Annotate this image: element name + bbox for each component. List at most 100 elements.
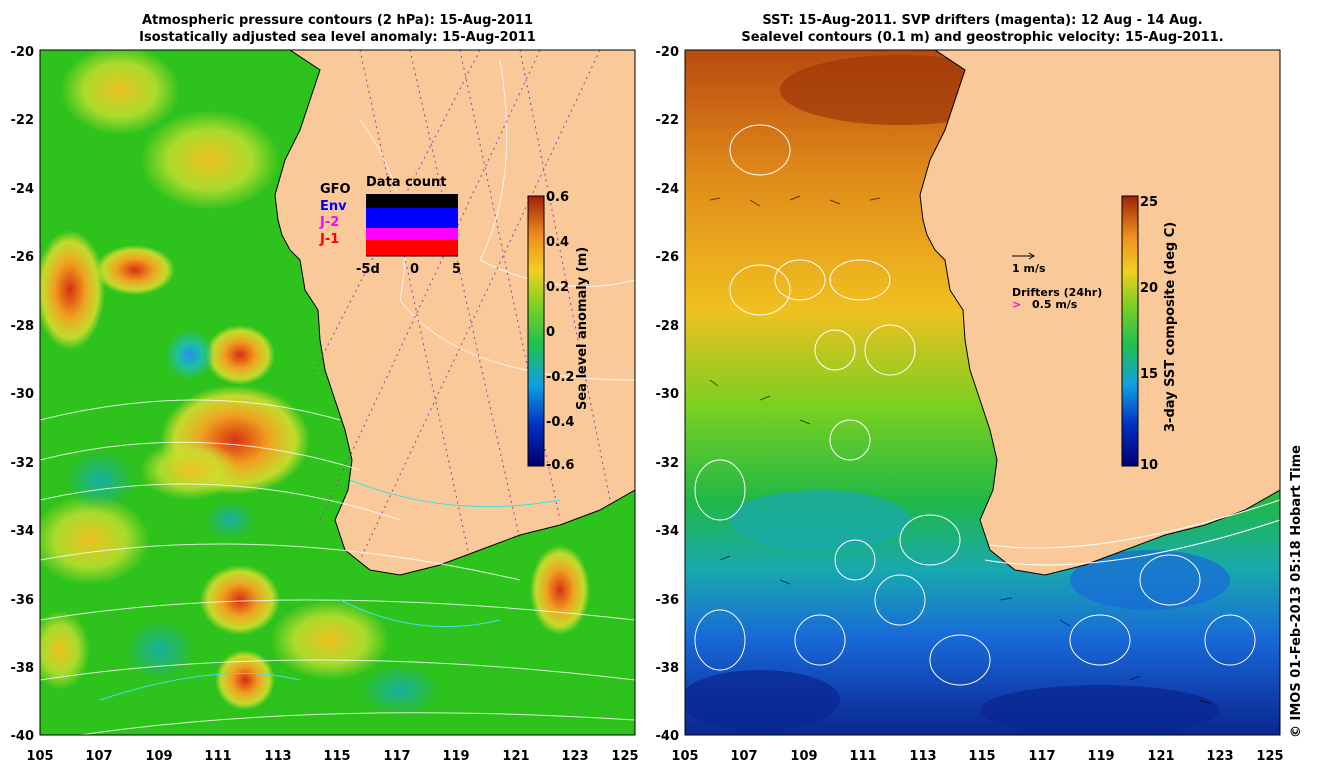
- right-title: SST: 15-Aug-2011. SVP drifters (magenta)…: [685, 12, 1280, 46]
- right-y-tick: -30: [656, 387, 680, 402]
- left-y-tick: -22: [11, 113, 35, 128]
- left-x-tick: 105: [26, 749, 53, 764]
- left-y-tick: -28: [11, 319, 35, 334]
- drifters-label: Drifters (24hr): [1012, 286, 1102, 299]
- left-y-axis: -20 -22 -24 -26 -28 -30 -32 -34 -36 -38 …: [11, 45, 35, 744]
- left-map: [40, 50, 635, 735]
- right-map-frame: [684, 49, 1281, 736]
- right-x-tick: 123: [1206, 749, 1233, 764]
- left-y-tick: -40: [11, 729, 35, 744]
- right-x-tick: 111: [849, 749, 876, 764]
- left-x-tick: 121: [502, 749, 529, 764]
- right-y-tick: -38: [656, 661, 680, 676]
- left-y-tick: -38: [11, 661, 35, 676]
- right-x-tick: 125: [1256, 749, 1283, 764]
- sla-tick-2: 0.4: [546, 235, 569, 250]
- left-title: Atmospheric pressure contours (2 hPa): 1…: [40, 12, 635, 46]
- data-count-inset: Data count -5d 0 5 GFO Env J-2 J-1: [319, 175, 461, 277]
- sst-tick-2: 20: [1140, 281, 1158, 296]
- right-map: [685, 50, 1280, 735]
- legend-j2: J-2: [319, 215, 339, 230]
- sla-tick-7: -0.6: [546, 458, 574, 473]
- right-y-tick: -28: [656, 319, 680, 334]
- right-y-tick: -26: [656, 250, 680, 265]
- velocity-legend: 1 m/s Drifters (24hr) > 0.5 m/s: [1012, 252, 1102, 311]
- left-x-tick: 119: [442, 749, 469, 764]
- sst-tick-1: 25: [1140, 195, 1158, 210]
- right-y-tick: -32: [656, 456, 680, 471]
- sla-tick-1: 0.6: [546, 190, 569, 205]
- data-count-title: Data count: [366, 175, 446, 190]
- left-title-line2: Isostatically adjusted sea level anomaly…: [139, 30, 536, 45]
- left-x-axis: 105 107 109 111 113 115 117 119 121 123 …: [26, 749, 638, 764]
- left-x-tick: 113: [264, 749, 291, 764]
- right-y-tick: -24: [656, 182, 680, 197]
- data-count-xtick-3: 5: [452, 262, 461, 277]
- right-y-tick: -22: [656, 113, 680, 128]
- right-x-tick: 113: [909, 749, 936, 764]
- sealevel-contours: [694, 124, 1280, 686]
- left-x-tick: 107: [85, 749, 112, 764]
- legend-env: Env: [320, 199, 347, 214]
- sst-colorbar-label: 3-day SST composite (deg C): [1163, 222, 1178, 432]
- right-x-axis: 105 107 109 111 113 115 117 119 121 123 …: [671, 749, 1283, 764]
- velocity-arrow-field: [709, 195, 1211, 705]
- right-x-tick: 119: [1087, 749, 1114, 764]
- left-x-tick: 125: [611, 749, 638, 764]
- legend-j1: J-1: [319, 232, 339, 247]
- right-title-line2: Sealevel contours (0.1 m) and geostrophi…: [741, 30, 1224, 45]
- left-shelf-contours: [99, 479, 561, 701]
- sla-tick-5: -0.2: [546, 370, 574, 385]
- right-x-tick: 117: [1028, 749, 1055, 764]
- right-y-tick: -34: [656, 524, 680, 539]
- sla-tick-6: -0.4: [546, 415, 574, 430]
- right-x-tick: 115: [968, 749, 995, 764]
- sst-tick-4: 10: [1140, 458, 1158, 473]
- data-count-xtick-1: -5d: [356, 262, 380, 277]
- right-y-tick: -36: [656, 593, 680, 608]
- left-x-tick: 117: [383, 749, 410, 764]
- drifter-arrow-icon: >: [1012, 298, 1021, 311]
- left-x-tick: 123: [561, 749, 588, 764]
- legend-gfo: GFO: [320, 182, 351, 197]
- sst-features: [685, 55, 1230, 735]
- left-australia-land: [274, 50, 635, 576]
- left-map-frame: [39, 49, 636, 736]
- sla-tick-3: 0.2: [546, 280, 569, 295]
- left-y-tick: -20: [11, 45, 35, 60]
- left-y-tick: -30: [11, 387, 35, 402]
- data-count-bars: [366, 192, 458, 256]
- left-x-tick: 111: [204, 749, 231, 764]
- left-x-tick: 109: [145, 749, 172, 764]
- credit-text: © IMOS 01-Feb-2013 05:18 Hobart Time: [1289, 445, 1304, 738]
- sst-colorbar: 25 20 15 10 3-day SST composite (deg C): [1121, 195, 1178, 473]
- left-pressure-contours: [40, 59, 635, 735]
- right-title-line1: SST: 15-Aug-2011. SVP drifters (magenta)…: [762, 13, 1203, 28]
- left-y-tick: -36: [11, 593, 35, 608]
- velocity-scale-arrowhead: [1028, 252, 1035, 260]
- sst-tick-3: 15: [1140, 367, 1158, 382]
- right-australia-land: [919, 50, 1280, 576]
- velocity-scale-label: 1 m/s: [1012, 262, 1046, 275]
- left-satellite-tracks: [309, 50, 611, 561]
- left-y-tick: -32: [11, 456, 35, 471]
- right-x-tick: 109: [790, 749, 817, 764]
- data-count-xtick-2: 0: [410, 262, 419, 277]
- sst-colorbar-ticks: 25 20 15 10: [1140, 195, 1158, 473]
- left-y-tick: -34: [11, 524, 35, 539]
- sla-colorbar: 0.6 0.4 0.2 0 -0.2 -0.4 -0.6 Sea level a…: [527, 190, 590, 473]
- left-title-line1: Atmospheric pressure contours (2 hPa): 1…: [141, 13, 534, 28]
- left-y-tick: -26: [11, 250, 35, 265]
- right-y-tick: -20: [656, 45, 680, 60]
- sla-tick-4: 0: [546, 325, 555, 340]
- right-y-tick: -40: [656, 729, 680, 744]
- sla-colorbar-label: Sea level anomaly (m): [575, 247, 590, 410]
- left-y-tick: -24: [11, 182, 35, 197]
- sla-colorbar-ticks: 0.6 0.4 0.2 0 -0.2 -0.4 -0.6: [546, 190, 574, 473]
- right-x-tick: 121: [1147, 749, 1174, 764]
- right-x-tick: 105: [671, 749, 698, 764]
- left-x-tick: 115: [323, 749, 350, 764]
- right-y-axis: -20 -22 -24 -26 -28 -30 -32 -34 -36 -38 …: [656, 45, 680, 744]
- right-x-tick: 107: [730, 749, 757, 764]
